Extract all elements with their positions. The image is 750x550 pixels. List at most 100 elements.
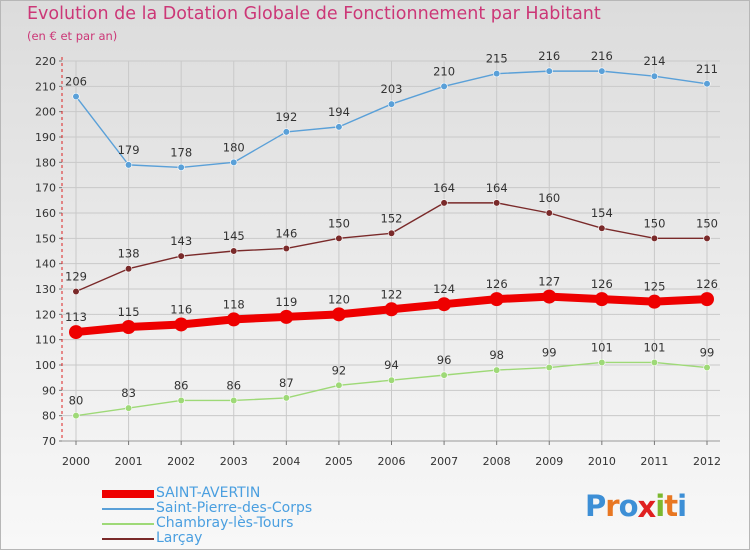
data-point: [437, 297, 452, 312]
y-tick-label: 70: [42, 435, 56, 448]
tick-labels: 7080901001101201301401501601701801902002…: [35, 55, 721, 468]
data-label: 145: [223, 229, 245, 243]
data-point: [598, 224, 606, 232]
data-label: 215: [486, 52, 508, 66]
data-point: [542, 289, 557, 304]
series-lines: [69, 67, 714, 420]
legend-label: Saint-Pierre-des-Corps: [156, 500, 313, 516]
logo-letter: o: [618, 489, 639, 523]
data-point: [177, 252, 185, 260]
x-tick-label: 2002: [167, 455, 195, 468]
data-point: [335, 123, 343, 131]
data-label: 194: [328, 105, 350, 119]
data-point: [282, 244, 290, 253]
legend-label: SAINT-AVERTIN: [156, 485, 261, 501]
x-tick-label: 2012: [693, 455, 721, 468]
data-label: 99: [542, 346, 557, 360]
y-tick-label: 190: [35, 131, 56, 144]
legend-label: Larçay: [156, 530, 203, 546]
x-tick-label: 2011: [640, 455, 668, 468]
x-tick-label: 2006: [378, 455, 406, 468]
data-label: 211: [696, 62, 718, 76]
data-point: [282, 394, 290, 402]
y-tick-label: 210: [35, 80, 56, 93]
data-point: [72, 412, 80, 420]
data-label: 99: [700, 346, 715, 360]
data-label: 80: [69, 394, 84, 408]
y-tick-label: 160: [35, 207, 56, 220]
x-tick-label: 2005: [325, 455, 353, 468]
data-label: 119: [275, 295, 297, 309]
data-label: 126: [696, 277, 718, 291]
data-label: 150: [328, 216, 350, 230]
chart-title: Evolution de la Dotation Globale de Fonc…: [27, 4, 601, 24]
data-label: 118: [223, 297, 245, 311]
data-label: 179: [118, 143, 140, 157]
data-point: [230, 396, 238, 405]
data-label: 150: [643, 216, 665, 230]
proxiti-logo: Proxiti: [585, 489, 687, 524]
data-point: [650, 358, 659, 367]
data-label: 138: [118, 247, 140, 261]
legend-label: Chambray-lès-Tours: [156, 515, 294, 531]
data-label: 203: [381, 82, 403, 96]
data-label: 86: [226, 378, 241, 392]
data-point: [440, 371, 448, 379]
logo-letter: x: [637, 490, 657, 524]
axes: [59, 57, 720, 445]
data-label: 101: [643, 340, 665, 354]
y-tick-label: 180: [35, 156, 56, 169]
y-tick-label: 220: [35, 55, 56, 68]
data-point: [177, 163, 185, 171]
data-label: 164: [486, 181, 508, 195]
data-label: 122: [381, 287, 403, 301]
data-point: [489, 292, 504, 307]
y-tick-label: 110: [35, 334, 56, 347]
data-point: [594, 292, 609, 307]
data-point: [493, 199, 501, 207]
data-label: 115: [118, 305, 140, 319]
data-label: 96: [437, 353, 452, 367]
x-tick-label: 2003: [220, 455, 248, 468]
data-label: 216: [591, 49, 613, 63]
data-point: [72, 92, 80, 101]
data-point: [703, 363, 711, 372]
data-point: [545, 67, 553, 75]
legend-swatch: [102, 523, 154, 525]
x-tick-label: 2007: [430, 455, 458, 468]
data-label: 124: [433, 282, 455, 296]
x-tick-label: 2008: [483, 455, 511, 468]
data-label: 126: [486, 277, 508, 291]
data-label: 216: [538, 49, 560, 63]
logo-letter: i: [655, 489, 665, 523]
data-point: [230, 158, 238, 166]
data-point: [545, 209, 553, 217]
data-label: 192: [275, 110, 297, 124]
data-point: [647, 294, 662, 309]
x-tick-label: 2010: [588, 455, 616, 468]
y-tick-label: 140: [35, 258, 56, 271]
data-label: 94: [384, 358, 399, 372]
data-label: 87: [279, 376, 294, 390]
data-label: 150: [696, 216, 718, 230]
data-label: 178: [170, 145, 192, 159]
logo-letter: r: [605, 489, 619, 523]
data-point: [177, 396, 185, 405]
logo-letter: t: [664, 489, 678, 523]
y-tick-label: 120: [35, 308, 56, 321]
data-point: [226, 312, 241, 327]
data-point: [124, 404, 133, 412]
x-tick-label: 2004: [272, 455, 300, 468]
data-point: [282, 128, 290, 136]
data-label: 164: [433, 181, 455, 195]
data-label: 152: [381, 211, 403, 225]
logo-letter: i: [677, 489, 687, 523]
data-label: 92: [332, 363, 347, 377]
data-point: [650, 234, 659, 242]
data-point: [545, 363, 553, 372]
y-tick-label: 150: [35, 232, 56, 245]
y-tick-label: 100: [35, 359, 56, 372]
data-point: [703, 80, 711, 88]
x-tick-label: 2000: [62, 455, 90, 468]
